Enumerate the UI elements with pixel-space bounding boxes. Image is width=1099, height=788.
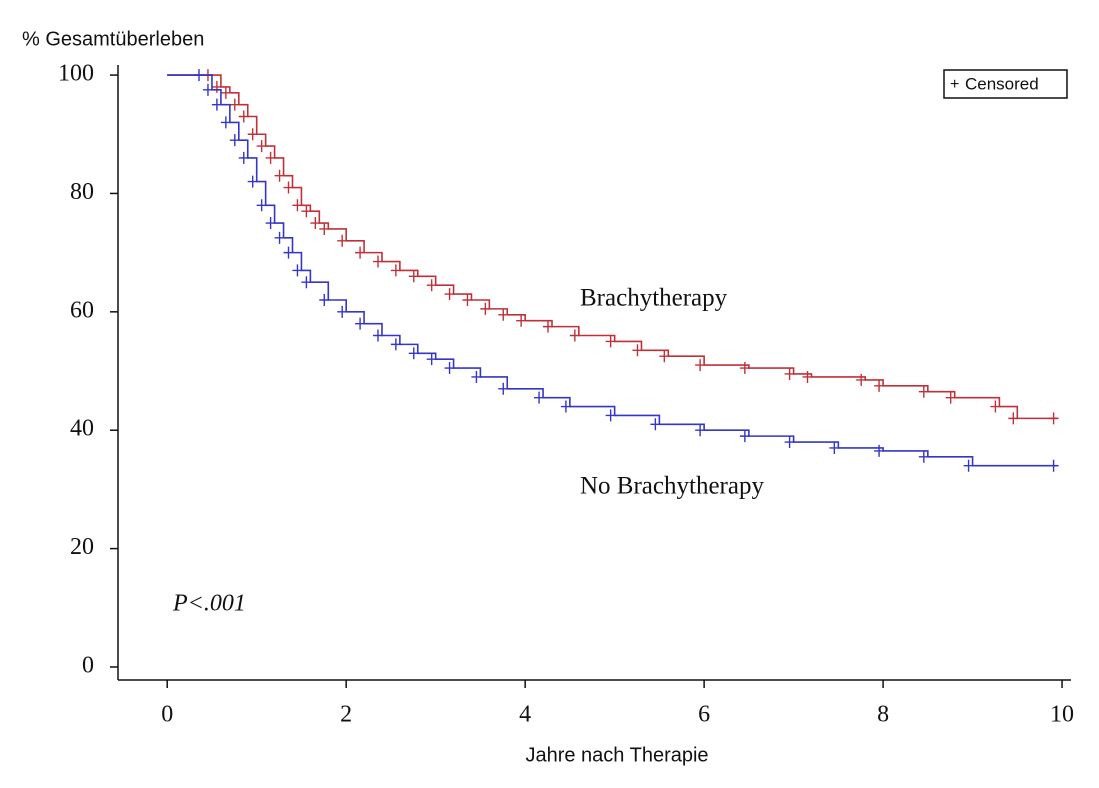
x-tick-label: 0 xyxy=(161,702,173,728)
censor-mark xyxy=(1048,459,1059,472)
censor-mark xyxy=(945,391,956,404)
censor-mark xyxy=(1008,412,1019,425)
censor-mark xyxy=(739,362,750,375)
censor-mark xyxy=(632,344,643,357)
censor-mark xyxy=(695,359,706,372)
censor-mark xyxy=(560,400,571,413)
censor-mark xyxy=(444,288,455,301)
censor-mark xyxy=(355,317,366,330)
censor-mark xyxy=(319,293,330,306)
censor-mark xyxy=(874,379,885,392)
censor-mark xyxy=(918,450,929,463)
censor-mark xyxy=(650,418,661,431)
censor-mark xyxy=(247,175,258,188)
censor-mark xyxy=(408,270,419,283)
series-label: No Brachytherapy xyxy=(580,473,764,500)
x-tick-label: 8 xyxy=(877,702,889,728)
censor-mark xyxy=(605,409,616,422)
legend-label: Censored xyxy=(965,74,1039,93)
censor-mark xyxy=(202,83,213,96)
y-tick-label: 100 xyxy=(58,61,94,87)
censor-mark xyxy=(283,181,294,194)
y-tick-label: 80 xyxy=(70,179,94,205)
censor-mark xyxy=(211,98,222,111)
x-tick-label: 10 xyxy=(1050,702,1074,728)
censor-mark xyxy=(990,400,1001,413)
legend-box xyxy=(943,69,1068,99)
y-tick-label: 40 xyxy=(70,416,94,442)
censor-mark xyxy=(220,86,231,99)
legend-marker: + xyxy=(950,76,959,93)
censor-mark xyxy=(372,255,383,268)
censor-mark xyxy=(220,116,231,129)
censor-mark xyxy=(256,140,267,153)
censor-mark xyxy=(426,353,437,366)
censor-mark xyxy=(310,217,321,230)
censor-mark xyxy=(829,441,840,454)
censor-mark xyxy=(211,80,222,93)
censor-mark xyxy=(238,110,249,123)
censor-mark xyxy=(480,302,491,315)
censor-mark xyxy=(265,217,276,230)
censor-mark xyxy=(274,231,285,244)
censor-mark xyxy=(390,338,401,351)
survival-curve xyxy=(167,74,1058,420)
censor-mark xyxy=(963,459,974,472)
censor-mark xyxy=(918,385,929,398)
censor-mark xyxy=(229,134,240,147)
censor-mark xyxy=(659,350,670,363)
censor-mark xyxy=(462,293,473,306)
censor-mark xyxy=(569,329,580,342)
p-value: P<.001 xyxy=(172,591,246,617)
censor-mark xyxy=(283,246,294,259)
censor-mark xyxy=(605,335,616,348)
censor-mark xyxy=(516,314,527,327)
censor-mark xyxy=(874,444,885,457)
censor-mark xyxy=(292,264,303,277)
censor-mark xyxy=(1048,412,1059,425)
censor-mark xyxy=(238,151,249,164)
censor-mark xyxy=(444,362,455,375)
censor-mark xyxy=(784,436,795,449)
censor-mark xyxy=(498,308,509,321)
censor-mark xyxy=(695,424,706,437)
y-axis-title: % Gesamtüberleben xyxy=(22,28,204,50)
series-label: Brachytherapy xyxy=(580,285,728,312)
y-tick-label: 60 xyxy=(70,297,94,323)
censor-mark xyxy=(229,98,240,111)
censor-mark xyxy=(337,234,348,247)
survival-curve xyxy=(167,74,1058,467)
y-tick-label: 0 xyxy=(82,652,94,678)
censor-mark xyxy=(355,246,366,259)
x-axis-title: Jahre nach Therapie xyxy=(525,744,708,766)
censor-mark xyxy=(247,128,258,141)
censor-mark xyxy=(301,276,312,289)
censor-mark xyxy=(292,199,303,212)
censor-mark xyxy=(194,69,205,82)
censor-mark xyxy=(372,329,383,342)
x-tick-label: 2 xyxy=(340,702,352,728)
censor-mark xyxy=(390,264,401,277)
censor-mark xyxy=(319,222,330,235)
censor-mark xyxy=(471,370,482,383)
censor-mark xyxy=(856,373,867,386)
x-tick-label: 6 xyxy=(698,702,710,728)
y-tick-label: 20 xyxy=(70,534,94,560)
censor-mark xyxy=(739,430,750,443)
censor-mark xyxy=(498,382,509,395)
censor-mark xyxy=(784,367,795,380)
censor-mark xyxy=(337,305,348,318)
censor-mark xyxy=(265,151,276,164)
censor-mark xyxy=(534,391,545,404)
censor-mark xyxy=(301,205,312,218)
censor-mark xyxy=(256,199,267,212)
censor-mark xyxy=(408,347,419,360)
censor-mark xyxy=(426,279,437,292)
censor-mark xyxy=(542,320,553,333)
censor-mark xyxy=(802,370,813,383)
x-tick-label: 4 xyxy=(519,702,531,728)
censor-mark xyxy=(274,169,285,182)
